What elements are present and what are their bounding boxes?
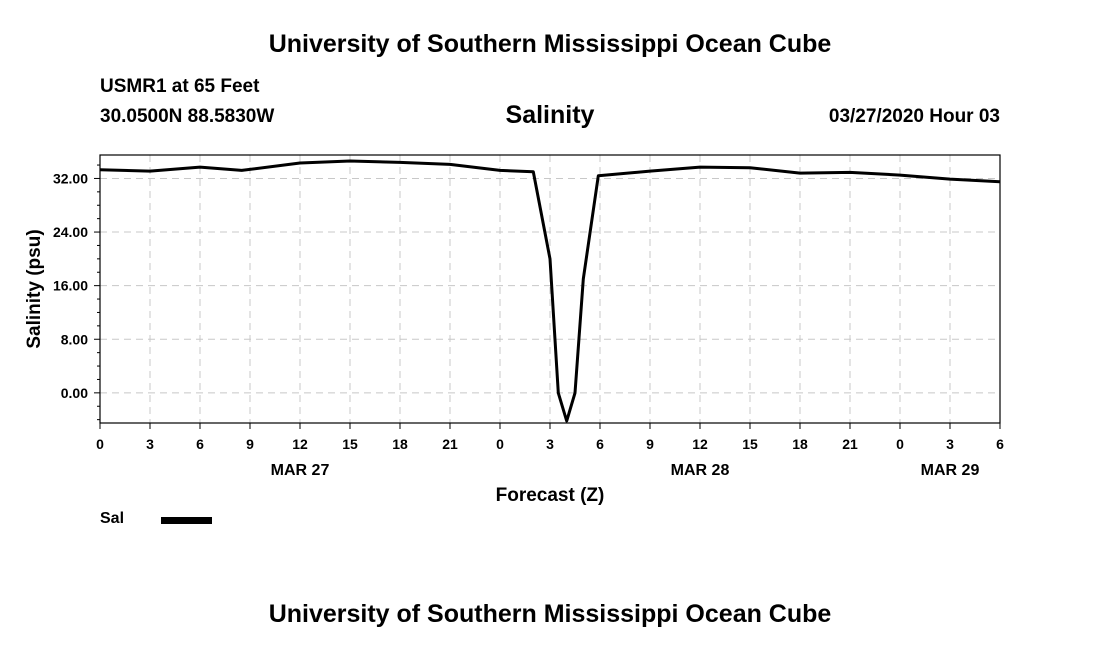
x-tick-label: 21	[442, 436, 458, 452]
y-tick-label: 8.00	[61, 331, 88, 347]
series-line-sal	[99, 159, 1001, 423]
series-layer	[99, 159, 1001, 423]
x-tick-label: 12	[292, 436, 308, 452]
x-tick-label: 9	[246, 436, 254, 452]
x-tick-label: 18	[792, 436, 808, 452]
footer-title: University of Southern Mississippi Ocean…	[268, 600, 832, 628]
x-tick-label: 0	[496, 436, 504, 452]
y-axis-ticks: 0.00 8.00 16.00 24.00 32.00	[53, 170, 100, 401]
legend-swatch	[161, 517, 212, 524]
x-tick-label: 12	[692, 436, 708, 452]
x-tick-label: 0	[96, 436, 104, 452]
x-tick-label: 6	[996, 436, 1004, 452]
date-labels: MAR 27 MAR 28 MAR 29	[271, 462, 980, 479]
x-tick-label: 3	[946, 436, 954, 452]
x-tick-label: 15	[742, 436, 758, 452]
grid-lines	[100, 155, 1000, 423]
x-tick-label: 3	[146, 436, 154, 452]
x-tick-label: 6	[596, 436, 604, 452]
y-tick-label: 16.00	[53, 278, 88, 294]
x-tick-label: 9	[646, 436, 654, 452]
x-axis-label: Forecast (Z)	[496, 485, 605, 506]
page-title: University of Southern Mississippi Ocean…	[268, 30, 832, 58]
station-label: USMR1 at 65 Feet	[100, 76, 260, 97]
x-tick-label: 15	[342, 436, 358, 452]
x-tick-label: 21	[842, 436, 858, 452]
chart-title: Salinity	[505, 101, 595, 129]
plot-frame	[99, 154, 1001, 424]
x-tick-label: 3	[546, 436, 554, 452]
y-tick-label: 24.00	[53, 224, 88, 240]
y-tick-label: 32.00	[53, 170, 88, 186]
date-label: MAR 29	[921, 462, 980, 479]
y-tick-label: 0.00	[61, 385, 88, 401]
date-label: MAR 27	[271, 462, 330, 479]
y-axis-label: Salinity (psu)	[24, 229, 45, 348]
x-tick-label: 18	[392, 436, 408, 452]
x-tick-label: 0	[896, 436, 904, 452]
x-tick-label: 6	[196, 436, 204, 452]
run-date-label: 03/27/2020 Hour 03	[828, 106, 1000, 127]
x-axis-ticks: 0 3 6 9 12 15 18 21 0 3 6 9 12 15 18 21 0 3 6	[96, 423, 1004, 452]
date-label: MAR 28	[671, 462, 730, 479]
legend-label: Sal	[100, 510, 125, 527]
coordinates-label: 30.0500N 88.5830W	[100, 106, 275, 127]
